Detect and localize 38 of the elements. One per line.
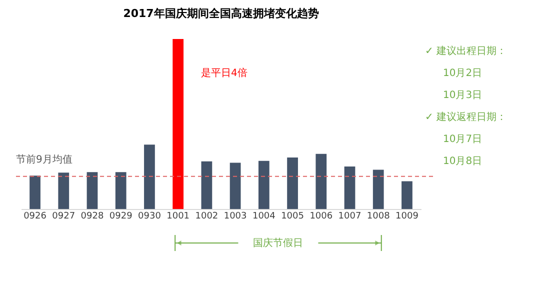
x-tick-label: 1007 bbox=[338, 212, 362, 222]
x-tick-label: 0926 bbox=[24, 212, 47, 222]
bar bbox=[344, 166, 356, 209]
x-tick-label: 1008 bbox=[366, 212, 390, 222]
x-tick-label: 1005 bbox=[281, 212, 304, 222]
bar bbox=[86, 172, 98, 209]
bar bbox=[201, 161, 212, 209]
annotation: 是平日4倍 bbox=[200, 67, 248, 79]
bar bbox=[172, 39, 184, 209]
x-tick-label: 1009 bbox=[396, 212, 419, 222]
bar bbox=[144, 144, 155, 209]
bar bbox=[402, 181, 412, 209]
bar bbox=[287, 157, 298, 209]
chart-title: 2017年国庆期间全国高速拥堵变化趋势 bbox=[123, 7, 319, 20]
x-tick-label: 0928 bbox=[80, 212, 104, 222]
bar bbox=[230, 162, 241, 209]
bar bbox=[372, 170, 384, 209]
x-tick-label: 1006 bbox=[310, 212, 333, 222]
x-tick-label: 1003 bbox=[224, 212, 247, 222]
bar bbox=[58, 172, 70, 209]
text: 国庆节假日 bbox=[253, 237, 304, 249]
text: 10月2日 bbox=[443, 68, 482, 79]
x-tick-label: 0929 bbox=[109, 212, 133, 222]
bar bbox=[316, 154, 327, 209]
text: 10月3日 bbox=[443, 90, 482, 101]
x-tick-label: 0930 bbox=[138, 212, 162, 222]
x-tick-label: 0927 bbox=[52, 212, 76, 222]
x-tick-label: 1002 bbox=[195, 212, 218, 222]
bar bbox=[115, 172, 126, 209]
text: 10月8日 bbox=[443, 156, 482, 167]
bar bbox=[30, 176, 40, 209]
x-tick-label: 1004 bbox=[252, 212, 276, 222]
annotation: ✓ 建议返程日期： bbox=[425, 111, 507, 123]
bar bbox=[258, 160, 270, 209]
text: 10月7日 bbox=[443, 134, 482, 145]
x-tick-label: 1001 bbox=[166, 212, 190, 222]
annotation: ✓ 建议出程日期： bbox=[425, 45, 507, 57]
ref-line-label: 节前9月均值 bbox=[16, 153, 72, 166]
